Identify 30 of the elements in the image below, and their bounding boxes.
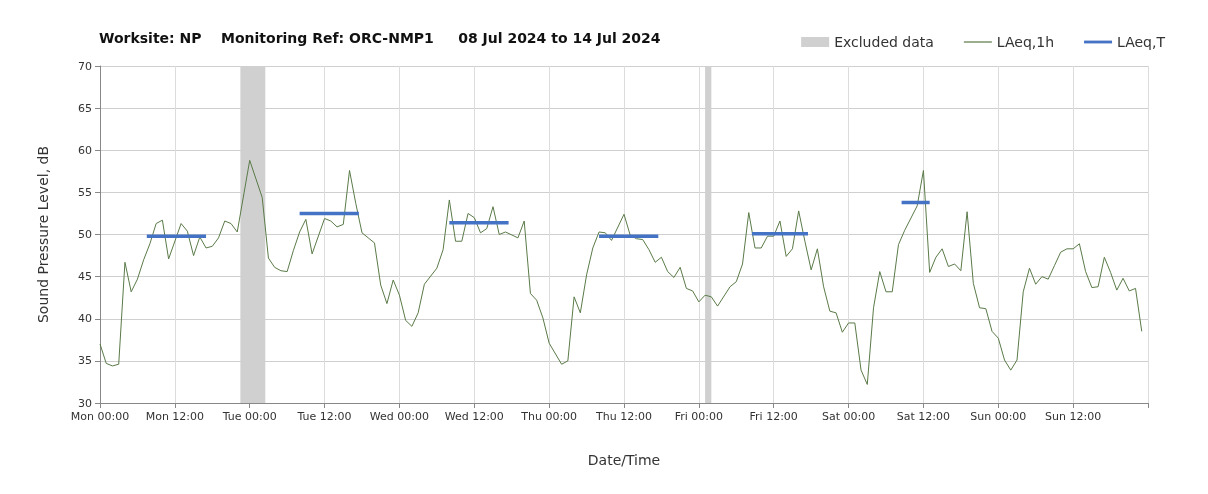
y-axis-title: Sound Pressure Level, dB (35, 145, 51, 324)
x-tick-label: Fri 12:00 (749, 410, 798, 423)
legend-label: Excluded data (834, 34, 934, 50)
x-tick-label: Mon 12:00 (145, 410, 205, 423)
x-tick-label: Thu 12:00 (595, 410, 652, 423)
x-tick-label: Thu 00:00 (520, 410, 578, 423)
y-tick-label: 55 (78, 185, 92, 199)
chart-title: Worksite: NP Monitoring Ref: ORC-NMP1 08 Jul 2024 to 14 Jul 2024 (99, 30, 661, 46)
x-tick-label: Mon 00:00 (70, 410, 130, 423)
y-tick-label: 30 (78, 396, 92, 410)
y-tick-label: 35 (78, 354, 92, 368)
y-tick-label: 45 (78, 270, 92, 284)
x-tick-label: Sun 00:00 (970, 410, 1027, 423)
legend-label: LAeq,T (1117, 34, 1166, 50)
x-tick-label: Tue 12:00 (296, 410, 352, 423)
x-tick-label: Fri 00:00 (674, 410, 724, 423)
x-tick-label: Sat 00:00 (821, 410, 876, 423)
x-tick-label: Sat 12:00 (896, 410, 951, 423)
x-tick-label: Wed 12:00 (444, 410, 504, 423)
y-tick-label: 40 (78, 312, 92, 326)
y-tick-label: 65 (78, 101, 92, 115)
line-series (99, 159, 1143, 385)
x-axis-title: Date/Time (587, 452, 661, 468)
x-tick-label: Wed 00:00 (369, 410, 430, 423)
y-tick-label: 50 (78, 228, 92, 241)
x-tick-label: Tue 00:00 (221, 410, 277, 423)
legend-label: LAeq,1h (996, 34, 1055, 50)
y-tick-label: 60 (78, 143, 92, 157)
y-tick-label: 70 (78, 59, 92, 73)
x-tick-label: Sun 12:00 (1045, 410, 1102, 423)
